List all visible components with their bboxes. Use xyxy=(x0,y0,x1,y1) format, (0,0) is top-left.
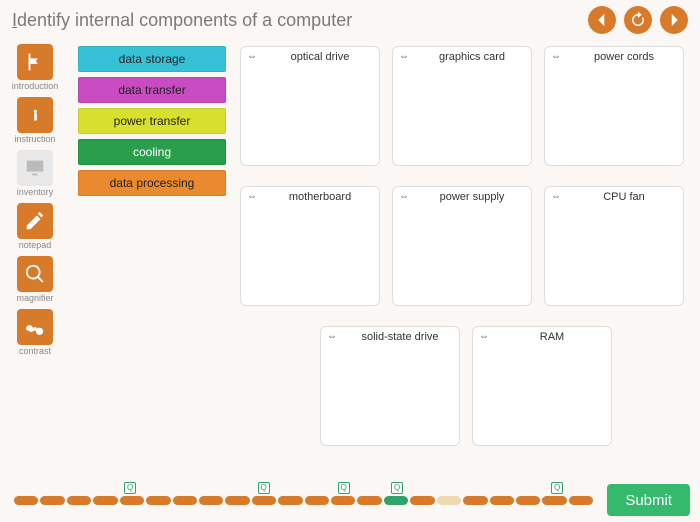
drop-grid: ⇔ optical drive ⇔ graphics card ⇔ power cords… xyxy=(240,46,692,466)
progress-step[interactable] xyxy=(93,496,117,505)
sidebar-item-introduction[interactable]: introduction xyxy=(6,44,64,95)
drop-card[interactable]: ⇔ power supply xyxy=(392,186,532,306)
progress-step[interactable] xyxy=(252,496,276,505)
progress-step[interactable] xyxy=(120,496,144,505)
drop-card[interactable]: ⇔ RAM xyxy=(472,326,612,446)
link-icon: ⇔ xyxy=(479,332,493,342)
submit-button[interactable]: Submit xyxy=(607,484,690,516)
drop-card-title: motherboard xyxy=(267,191,373,203)
drop-card-title: power cords xyxy=(571,51,677,63)
drop-card[interactable]: ⇔ optical drive xyxy=(240,46,380,166)
category-chip[interactable]: power transfer xyxy=(78,108,226,134)
progress-step[interactable] xyxy=(542,496,566,505)
progress-step[interactable] xyxy=(410,496,434,505)
refresh-button[interactable] xyxy=(624,6,652,34)
drop-card[interactable]: ⇔ solid-state drive xyxy=(320,326,460,446)
drop-card[interactable]: ⇔ motherboard xyxy=(240,186,380,306)
progress-step[interactable] xyxy=(331,496,355,505)
progress-step[interactable] xyxy=(199,496,223,505)
progress-step[interactable] xyxy=(357,496,381,505)
info-icon xyxy=(17,97,53,133)
chevron-right-icon xyxy=(665,11,683,29)
category-chip[interactable]: data storage xyxy=(78,46,226,72)
sidebar-item-label: instruction xyxy=(14,134,55,144)
progress-step[interactable] xyxy=(225,496,249,505)
progress-step[interactable] xyxy=(146,496,170,505)
header: Identify internal components of a comput… xyxy=(0,0,700,38)
drop-card-title: solid-state drive xyxy=(347,331,453,343)
link-icon: ⇔ xyxy=(551,192,565,202)
chevron-left-icon xyxy=(593,11,611,29)
sidebar-item-label: magnifier xyxy=(16,293,53,303)
next-button[interactable] xyxy=(660,6,688,34)
progress-step[interactable] xyxy=(14,496,38,505)
quiz-marker-icon: Q xyxy=(551,482,563,494)
drop-card-title: optical drive xyxy=(267,51,373,63)
footer: QQQQQ Submit xyxy=(0,478,700,522)
drop-card[interactable]: ⇔ CPU fan xyxy=(544,186,684,306)
header-nav xyxy=(588,6,688,34)
progress-step[interactable] xyxy=(173,496,197,505)
drop-card[interactable]: ⇔ power cords xyxy=(544,46,684,166)
progress-step[interactable] xyxy=(463,496,487,505)
sidebar-item-notepad[interactable]: notepad xyxy=(6,203,64,254)
link-icon: ⇔ xyxy=(551,52,565,62)
progress-step[interactable] xyxy=(490,496,514,505)
drop-card-title: CPU fan xyxy=(571,191,677,203)
quiz-marker-icon: Q xyxy=(124,482,136,494)
link-icon: ⇔ xyxy=(327,332,341,342)
progress-step[interactable] xyxy=(569,496,593,505)
pencil-icon xyxy=(17,203,53,239)
sidebar-item-label: introduction xyxy=(12,81,59,91)
progress-step[interactable] xyxy=(40,496,64,505)
quiz-marker-icon: Q xyxy=(338,482,350,494)
drop-row: ⇔ motherboard ⇔ power supply ⇔ CPU fan xyxy=(240,186,692,306)
sidebar-item-magnifier[interactable]: magnifier xyxy=(6,256,64,307)
progress-step[interactable] xyxy=(384,496,408,505)
drop-card-title: power supply xyxy=(419,191,525,203)
drop-card-title: graphics card xyxy=(419,51,525,63)
progress-steps: QQQQQ xyxy=(10,496,597,505)
link-icon: ⇔ xyxy=(399,192,413,202)
link-icon: ⇔ xyxy=(399,52,413,62)
sidebar-item-instruction[interactable]: instruction xyxy=(6,97,64,148)
sidebar-item-label: inventory xyxy=(17,187,54,197)
drop-row: ⇔ optical drive ⇔ graphics card ⇔ power cords xyxy=(240,46,692,166)
sidebar-item-inventory[interactable]: inventory xyxy=(6,150,64,201)
drop-card[interactable]: ⇔ graphics card xyxy=(392,46,532,166)
progress-step[interactable] xyxy=(305,496,329,505)
refresh-icon xyxy=(629,11,647,29)
progress-step[interactable] xyxy=(516,496,540,505)
link-icon: ⇔ xyxy=(247,52,261,62)
category-chip[interactable]: data transfer xyxy=(78,77,226,103)
sidebar-item-contrast[interactable]: contrast xyxy=(6,309,64,360)
progress-step[interactable] xyxy=(67,496,91,505)
quiz-marker-icon: Q xyxy=(391,482,403,494)
category-list: data storage data transfer power transfer c… xyxy=(78,46,226,196)
progress-step[interactable] xyxy=(437,496,461,505)
progress-step[interactable] xyxy=(278,496,302,505)
sidebar-item-label: notepad xyxy=(19,240,52,250)
drop-card-title: RAM xyxy=(499,331,605,343)
category-chip[interactable]: data processing xyxy=(78,170,226,196)
link-icon: ⇔ xyxy=(247,192,261,202)
sidebar-item-label: contrast xyxy=(19,346,51,356)
magnify-icon xyxy=(17,256,53,292)
flag-icon xyxy=(17,44,53,80)
quiz-marker-icon: Q xyxy=(258,482,270,494)
category-chip[interactable]: cooling xyxy=(78,139,226,165)
sidebar: introduction instruction inventory notepad m… xyxy=(6,44,64,360)
drop-row: ⇔ solid-state drive ⇔ RAM xyxy=(240,326,692,446)
glasses-icon xyxy=(17,309,53,345)
page-title: Identify internal components of a comput… xyxy=(12,10,352,31)
monitor-icon xyxy=(17,150,53,186)
prev-button[interactable] xyxy=(588,6,616,34)
